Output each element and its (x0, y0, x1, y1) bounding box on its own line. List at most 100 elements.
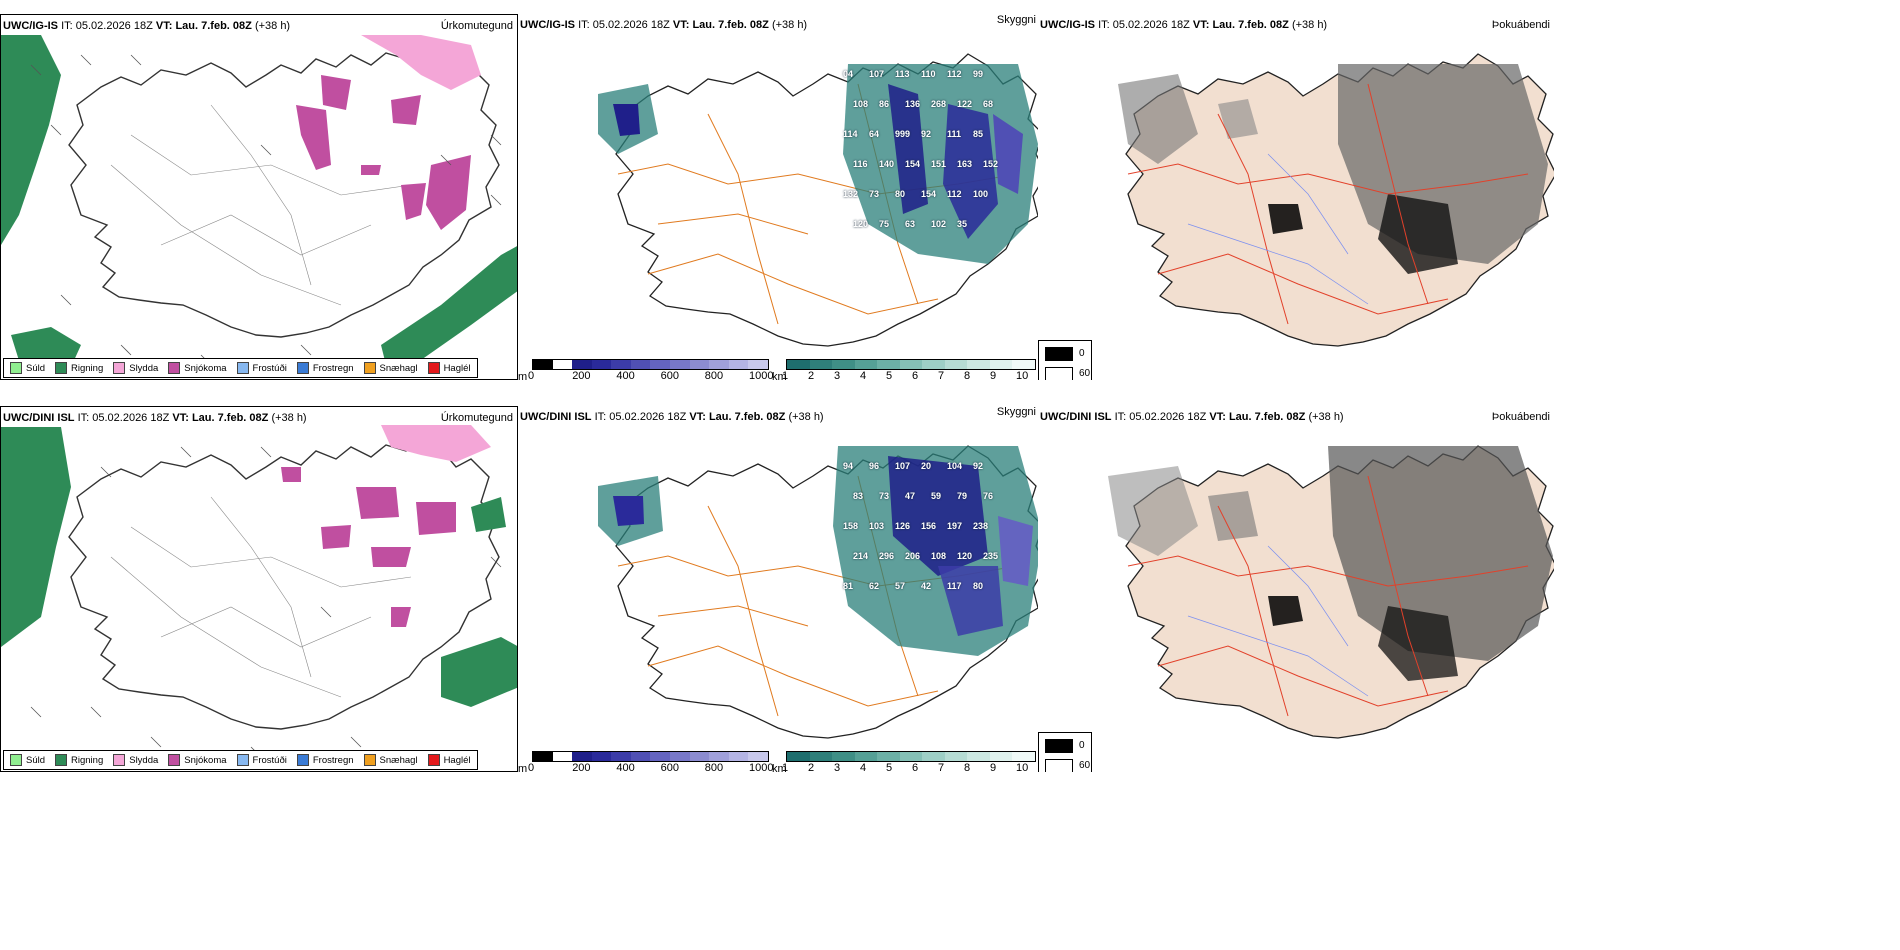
legend-label: Súld (26, 362, 46, 374)
visibility-value-label: 214 (853, 551, 869, 561)
colorbar-tick: 600 (660, 762, 679, 772)
legend-swatch (10, 754, 22, 766)
colorbar-segment (650, 360, 671, 369)
legend-item: Frostregn (296, 754, 354, 766)
colorbar-segment (552, 360, 573, 369)
visibility-value-label: 86 (879, 99, 890, 109)
visibility-value-label: 57 (895, 581, 906, 591)
visibility-value-label: 107 (869, 69, 885, 79)
colorbar-tick: 0 (528, 762, 535, 772)
rivers (1187, 153, 1369, 305)
visibility-value-label: 62 (869, 581, 880, 591)
legend-swatch (55, 362, 68, 374)
colorbar-tick: 5 (886, 370, 893, 380)
visibility-value-label: 154 (921, 189, 937, 199)
legend-item: Frostúði (236, 362, 287, 374)
visibility-value-label: 68 (983, 99, 994, 109)
legend-label: Haglél (443, 362, 471, 374)
visibility-value-label: 83 (853, 491, 864, 501)
panel-header: UWC/DINI ISL IT: 05.02.2026 18Z VT: Lau.… (3, 412, 307, 424)
legend-swatch (427, 362, 440, 374)
sleet-area (381, 425, 491, 462)
colorbar-segment (1012, 752, 1035, 761)
visibility-value-label: 92 (973, 461, 984, 471)
colorbar-tick: 2 (808, 370, 815, 380)
colorbar-segment (944, 752, 968, 761)
visibility-value-label: 151 (931, 159, 947, 169)
fog-shading (1108, 446, 1553, 681)
colorbar-tick: 8 (964, 370, 971, 380)
colorbar-segment (832, 752, 855, 761)
fog-index-canvas (1118, 53, 1554, 347)
colorbar-segment (832, 360, 855, 369)
colorbar-segment (728, 752, 749, 761)
visibility-value-label: 96 (869, 461, 880, 471)
visibility-value-label: 73 (879, 491, 890, 501)
legend-label: Súld (26, 754, 46, 766)
visibility-value-label: 81 (843, 581, 854, 591)
visibility-value-label: 136 (905, 99, 921, 109)
precip-map-canvas (1, 35, 517, 367)
visibility-value-label: 112 (947, 189, 962, 199)
colorbar-segment (689, 360, 710, 369)
colorbar-segment (709, 360, 729, 369)
colorbar-segment (670, 360, 690, 369)
legend-item: Rigning (55, 754, 103, 766)
colorbar-segment (572, 752, 592, 761)
ceiling-colorbar: m 0 200 400 600 800 1000 (518, 749, 773, 772)
legend-item: Slydda (113, 362, 158, 374)
visibility-value-label: 999 (895, 129, 911, 139)
colorbar-segment (748, 360, 768, 369)
colorbar-segment (854, 752, 878, 761)
colorbar-tick: 1 (782, 370, 789, 380)
visibility-map-canvas (598, 445, 1038, 739)
visibility-value-label: 04 (843, 69, 854, 79)
legend-swatch (236, 754, 249, 766)
legend-label: Frostregn (312, 754, 354, 766)
visibility-value-label: 120 (957, 551, 973, 561)
visibility-value-label: 92 (921, 129, 932, 139)
visibility-map-canvas (598, 53, 1038, 347)
panel-header: UWC/IG-IS IT: 05.02.2026 18Z VT: Lau. 7.… (520, 19, 808, 31)
colorbar-segment (630, 360, 651, 369)
visibility-value-label: 99 (973, 69, 984, 79)
colorbar-segment (877, 360, 900, 369)
visibility-value-label: 238 (973, 521, 989, 531)
colorbar-tick: 8 (964, 762, 971, 772)
legend-item: Frostregn (296, 362, 354, 374)
colorbar-tick: 4 (860, 762, 867, 772)
legend-label: Snæhagl (379, 754, 418, 766)
visibility-value-label: 108 (853, 99, 869, 109)
visibility-value-label: 94 (843, 461, 854, 471)
legend-swatch (427, 754, 440, 766)
visibility-value-label: 114 (843, 129, 858, 139)
visibility-value-label: 107 (895, 461, 911, 471)
visibility-map-bottom: UWC/DINI ISL IT: 05.02.2026 18Z VT: Lau.… (518, 406, 1038, 772)
wind-barbs (30, 446, 502, 758)
visibility-value-label: 154 (905, 159, 921, 169)
legend-label: Snjókoma (184, 362, 227, 374)
legend-label: Frostúði (252, 362, 287, 374)
visibility-value-label: 73 (869, 189, 880, 199)
legend-swatch (363, 362, 376, 374)
sleet-area (361, 35, 481, 90)
rain-area-west (1, 35, 61, 245)
fog-index-map-bottom: UWC/DINI ISL IT: 05.02.2026 18Z VT: Lau.… (1038, 406, 1554, 772)
colorbar-segment (967, 360, 990, 369)
visibility-value-label: 111 (947, 129, 962, 139)
rain-area-east (441, 497, 517, 707)
legend-swatch (296, 754, 309, 766)
legend-item: Súld (10, 754, 45, 766)
colorbar-segment (572, 360, 592, 369)
colorbar-segment (877, 752, 900, 761)
panel-header: UWC/DINI ISL IT: 05.02.2026 18Z VT: Lau.… (1040, 411, 1344, 423)
legend-swatch (113, 754, 126, 766)
colorbar-segment (591, 360, 612, 369)
colorbar-segment (591, 752, 612, 761)
legend-label: Frostregn (312, 362, 354, 374)
colorbar-tick: 3 (834, 370, 841, 380)
visibility-value-label: 152 (983, 159, 999, 169)
colorbar-segment (728, 360, 749, 369)
colorbar-tick: 3 (834, 762, 841, 772)
colorbar-segment (1012, 360, 1035, 369)
